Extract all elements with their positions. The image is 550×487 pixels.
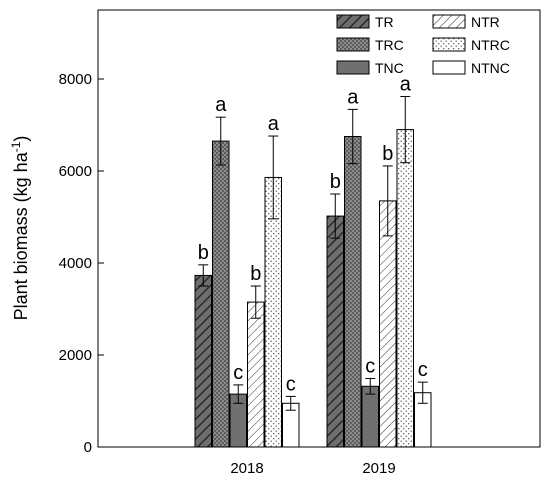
bar-ntrc-2019 [396,129,414,448]
significance-letter: a [215,94,227,116]
legend-label-tnc: TNC [375,60,404,76]
legend-label-ntnc: NTNC [471,60,510,76]
plot-area-frame [97,9,541,448]
significance-letter: b [250,263,261,285]
legend-label-trc: TRC [375,37,404,53]
legend: TR TRC TNC NTR NTRC NTNC [336,14,510,76]
bar-trc-2019 [344,136,362,448]
y-tick-label: 6000 [59,163,92,180]
significance-letter: b [382,143,393,165]
y-axis-label: Plant biomass (kg ha-1) [9,136,31,321]
legend-label-tr: TR [375,14,394,30]
significance-letter: a [347,86,359,108]
bar-tr-2018 [194,274,212,448]
legend-swatch-ntrc [432,37,466,52]
y-tick-label: 8000 [59,71,92,88]
significance-letter: a [400,73,412,95]
significance-letter: c [233,362,243,384]
legend-swatch-trc [336,37,370,52]
significance-letter: b [198,242,209,264]
bar-trc-2018 [212,140,230,448]
bar-series-group: b a c b a c b a c b a c [194,73,432,448]
bar-tnc-2019 [361,385,379,448]
bar-tr-2019 [326,215,344,448]
legend-swatch-tnc [336,60,370,75]
bar-ntr-2018 [247,301,265,448]
y-axis-label-exponent: -1 [9,141,23,152]
significance-letter: b [330,171,341,193]
significance-letter: c [365,355,375,377]
x-tick-label: 2019 [362,460,395,477]
bar-ntr-2019 [379,200,397,448]
y-tick-label: 2000 [59,347,92,364]
x-tick-label: 2018 [230,460,263,477]
legend-swatch-ntnc [432,60,466,75]
y-tick-label: 0 [84,439,92,456]
significance-letter: a [268,113,280,135]
y-axis: 0 2000 4000 6000 8000 [59,71,104,456]
y-tick-label: 4000 [59,255,92,272]
legend-label-ntr: NTR [471,14,500,30]
significance-letter: c [418,359,428,381]
legend-label-ntrc: NTRC [471,37,510,53]
legend-swatch-ntr [432,14,466,29]
legend-swatch-tr [336,14,370,29]
significance-letter: c [286,373,296,395]
x-axis: 2018 2019 [230,441,396,477]
